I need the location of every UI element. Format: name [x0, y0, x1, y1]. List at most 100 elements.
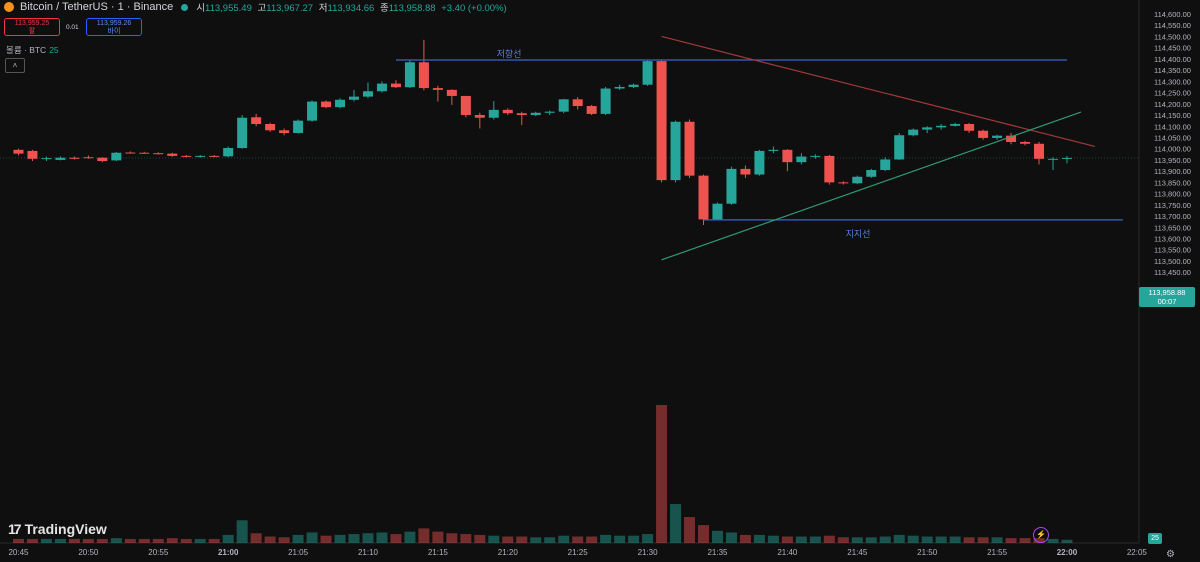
price-tick-label: 114,450.00	[1154, 44, 1191, 53]
volume-bar	[418, 528, 430, 543]
candle	[390, 83, 401, 88]
price-tick-label: 113,650.00	[1154, 223, 1191, 232]
volume-bar	[474, 534, 486, 543]
time-tick-label: 21:05	[288, 548, 309, 557]
candle	[544, 111, 555, 113]
candle	[251, 117, 262, 125]
time-tick-label: 20:45	[8, 548, 29, 557]
spread-value: 0.01	[66, 24, 79, 31]
candle	[474, 115, 485, 118]
time-tick-label: 21:25	[568, 548, 589, 557]
volume-bar	[264, 536, 276, 543]
volume-bar	[544, 537, 556, 543]
price-tick-label: 114,100.00	[1154, 122, 1191, 131]
ascending-trendline	[661, 111, 1082, 261]
chart-header: Bitcoin / TetherUS · 1 · Binance 시113,95…	[4, 0, 510, 14]
candle	[404, 62, 415, 88]
volume-bar	[334, 534, 346, 543]
time-tick-label: 21:35	[707, 548, 728, 557]
bitcoin-icon	[4, 2, 14, 12]
price-tick-label: 114,050.00	[1154, 133, 1191, 142]
volume-bar	[851, 537, 863, 543]
candle	[922, 127, 933, 130]
volume-bar	[907, 535, 919, 543]
candle	[684, 121, 695, 176]
time-tick-label: 21:20	[498, 548, 519, 557]
volume-bar	[921, 536, 933, 543]
volume-legend: 볼륨 · BTC 25	[6, 45, 59, 55]
symbol-title[interactable]: Bitcoin / TetherUS · 1 · Binance	[20, 1, 174, 13]
candle	[13, 149, 24, 154]
candle	[796, 156, 807, 163]
candle	[195, 155, 206, 157]
resistance-label: 저항선	[497, 49, 522, 60]
volume-bar	[614, 535, 626, 543]
volume-bar	[1019, 538, 1031, 543]
candle	[27, 150, 38, 159]
candle	[1006, 135, 1017, 142]
price-tick-label: 114,400.00	[1154, 55, 1191, 64]
candle	[1048, 158, 1058, 160]
volume-bar	[642, 534, 654, 543]
tradingview-logo[interactable]: 17 TradingView	[8, 521, 107, 537]
volume-bar	[278, 537, 290, 543]
price-tick-label: 113,850.00	[1154, 178, 1191, 187]
candle	[488, 109, 499, 118]
candle	[41, 158, 52, 160]
chevron-up-icon[interactable]: ˄	[5, 58, 25, 73]
volume-bar	[194, 538, 206, 543]
candle	[223, 148, 234, 157]
volume-bar	[1005, 538, 1017, 543]
volume-bar	[320, 535, 332, 543]
price-tick-label: 114,600.00	[1154, 10, 1191, 19]
volume-bar	[1061, 539, 1073, 543]
volume-bar	[739, 534, 751, 543]
volume-bar	[516, 536, 528, 543]
candle	[181, 155, 192, 157]
volume-bar	[82, 538, 94, 543]
candle	[908, 129, 919, 136]
volume-bar	[432, 531, 444, 543]
candle	[111, 152, 122, 161]
volume-bar	[348, 534, 360, 543]
price-tick-label: 113,750.00	[1154, 201, 1191, 210]
volume-bar	[781, 536, 793, 543]
volume-bar	[795, 536, 807, 543]
price-tick-label: 114,300.00	[1154, 77, 1191, 86]
candle	[950, 124, 961, 126]
volume-bar	[949, 536, 961, 543]
volume-bar	[250, 533, 262, 543]
volume-bar	[166, 538, 178, 543]
candle	[237, 117, 248, 149]
volume-bar	[236, 520, 248, 543]
candle	[866, 170, 877, 177]
volume-bar	[54, 538, 66, 543]
sell-button[interactable]: 113,959.25 팔	[4, 18, 60, 36]
candle	[600, 88, 611, 114]
volume-bar	[893, 534, 905, 543]
candle	[936, 125, 947, 128]
volume-bar	[977, 537, 989, 543]
candle	[894, 135, 905, 160]
volume-bar	[865, 537, 877, 543]
lightning-icon[interactable]: ⚡	[1033, 527, 1049, 543]
candle	[125, 152, 136, 154]
candle	[656, 61, 667, 181]
gear-icon[interactable]: ⚙	[1166, 549, 1175, 560]
candle	[964, 124, 975, 131]
price-tick-label: 113,600.00	[1154, 235, 1191, 244]
buy-button[interactable]: 113,959.26 바이	[86, 18, 142, 36]
candle	[69, 157, 80, 159]
candle	[558, 99, 569, 112]
candle	[139, 152, 150, 154]
price-tick-label: 113,450.00	[1154, 268, 1191, 277]
price-tick-label: 113,800.00	[1154, 190, 1191, 199]
volume-bar	[306, 532, 318, 543]
candle	[530, 112, 541, 116]
candle	[1034, 143, 1045, 159]
candle	[349, 96, 359, 100]
volume-bar	[68, 538, 80, 543]
volume-bar	[558, 535, 570, 543]
candle	[782, 149, 793, 163]
